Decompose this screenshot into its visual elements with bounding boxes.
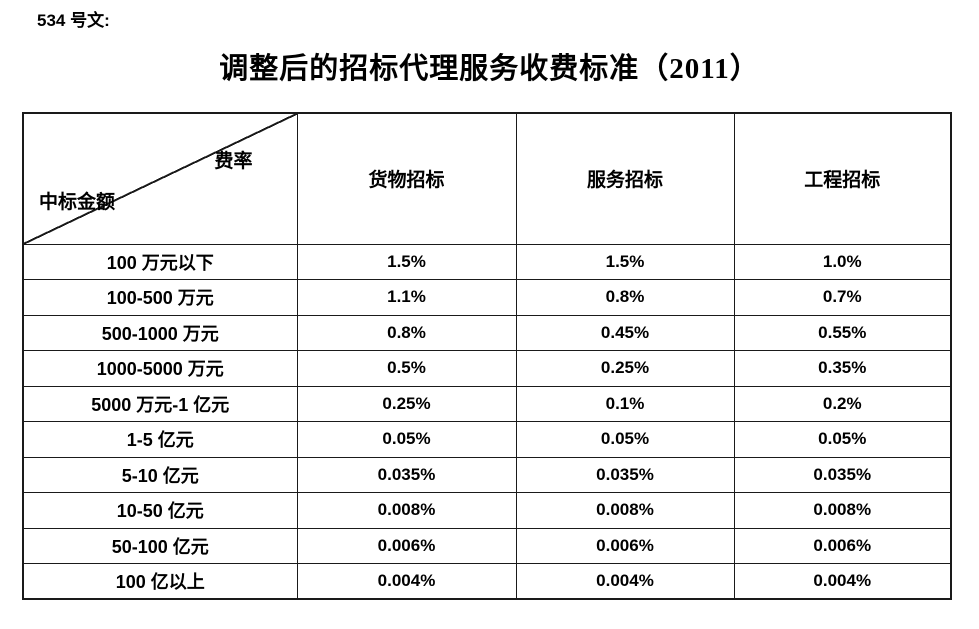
fee-rate-value: 0.006%: [296, 527, 517, 564]
table-row: 100-500 万元 1.1% 0.8% 0.7%: [22, 279, 952, 316]
row-label-amount-tier: 500-1000 万元: [22, 314, 298, 351]
row-label-amount-tier: 100 亿以上: [22, 563, 298, 600]
table-header-row: 费率 中标金额 货物招标 服务招标 工程招标: [22, 112, 952, 245]
fee-rate-value: 0.45%: [515, 314, 735, 351]
table-row: 500-1000 万元 0.8% 0.45% 0.55%: [22, 314, 952, 351]
fee-rate-value: 0.035%: [733, 456, 952, 493]
corner-label-rate: 费率: [214, 151, 253, 172]
fee-rate-value: 1.5%: [296, 243, 517, 280]
fee-rate-value: 0.8%: [296, 314, 517, 351]
table-row: 5000 万元-1 亿元 0.25% 0.1% 0.2%: [22, 385, 952, 422]
row-label-amount-tier: 10-50 亿元: [22, 492, 298, 529]
fee-rate-value: 0.55%: [733, 314, 952, 351]
fee-rate-value: 0.25%: [515, 350, 735, 387]
fee-rate-value: 0.006%: [733, 527, 952, 564]
fee-rate-value: 0.008%: [296, 492, 517, 529]
fee-rate-value: 0.004%: [733, 563, 952, 600]
row-label-amount-tier: 1-5 亿元: [22, 421, 298, 458]
fee-rate-value: 1.1%: [296, 279, 517, 316]
fee-table-body: 100 万元以下 1.5% 1.5% 1.0% 100-500 万元 1.1% 0.8% 0.…: [22, 243, 952, 600]
document-reference-number: 534 号文:: [37, 11, 110, 30]
fee-rate-value: 0.006%: [515, 527, 735, 564]
fee-rate-value: 1.0%: [733, 243, 952, 280]
fee-table-container: 费率 中标金额 货物招标 服务招标 工程招标 100 万元以下 1.5% 1.5% 1…: [22, 112, 952, 600]
fee-rate-value: 0.35%: [733, 350, 952, 387]
diagonal-corner-cell: 费率 中标金额: [22, 112, 298, 245]
row-label-amount-tier: 100 万元以下: [22, 243, 298, 280]
row-label-amount-tier: 100-500 万元: [22, 279, 298, 316]
row-label-amount-tier: 5000 万元-1 亿元: [22, 385, 298, 422]
table-row: 5-10 亿元 0.035% 0.035% 0.035%: [22, 456, 952, 493]
fee-standard-table: 费率 中标金额 货物招标 服务招标 工程招标 100 万元以下 1.5% 1.5% 1…: [22, 112, 952, 600]
column-header-engineering-tender: 工程招标: [733, 112, 952, 245]
column-header-goods-tender: 货物招标: [296, 112, 517, 245]
row-label-amount-tier: 1000-5000 万元: [22, 350, 298, 387]
fee-rate-value: 0.7%: [733, 279, 952, 316]
table-row: 50-100 亿元 0.006% 0.006% 0.006%: [22, 527, 952, 564]
row-label-amount-tier: 50-100 亿元: [22, 527, 298, 564]
fee-rate-value: 0.5%: [296, 350, 517, 387]
column-header-service-tender: 服务招标: [515, 112, 735, 245]
fee-rate-value: 0.1%: [515, 385, 735, 422]
table-row: 100 万元以下 1.5% 1.5% 1.0%: [22, 243, 952, 280]
fee-rate-value: 0.05%: [733, 421, 952, 458]
fee-rate-value: 0.008%: [515, 492, 735, 529]
fee-rate-value: 0.004%: [515, 563, 735, 600]
fee-rate-value: 0.05%: [515, 421, 735, 458]
table-row: 1-5 亿元 0.05% 0.05% 0.05%: [22, 421, 952, 458]
fee-rate-value: 0.25%: [296, 385, 517, 422]
corner-label-award-amount: 中标金额: [39, 191, 116, 213]
page-title: 调整后的招标代理服务收费标准（2011）: [219, 53, 760, 85]
fee-rate-value: 0.2%: [733, 385, 952, 422]
fee-rate-value: 0.05%: [296, 421, 517, 458]
fee-rate-value: 0.035%: [515, 456, 735, 493]
fee-rate-value: 0.004%: [296, 563, 517, 600]
fee-rate-value: 0.035%: [296, 456, 517, 493]
table-row: 1000-5000 万元 0.5% 0.25% 0.35%: [22, 350, 952, 387]
table-row: 100 亿以上 0.004% 0.004% 0.004%: [22, 563, 952, 600]
fee-rate-value: 1.5%: [515, 243, 735, 280]
fee-rate-value: 0.8%: [515, 279, 735, 316]
fee-rate-value: 0.008%: [733, 492, 952, 529]
row-label-amount-tier: 5-10 亿元: [22, 456, 298, 493]
table-row: 10-50 亿元 0.008% 0.008% 0.008%: [22, 492, 952, 529]
